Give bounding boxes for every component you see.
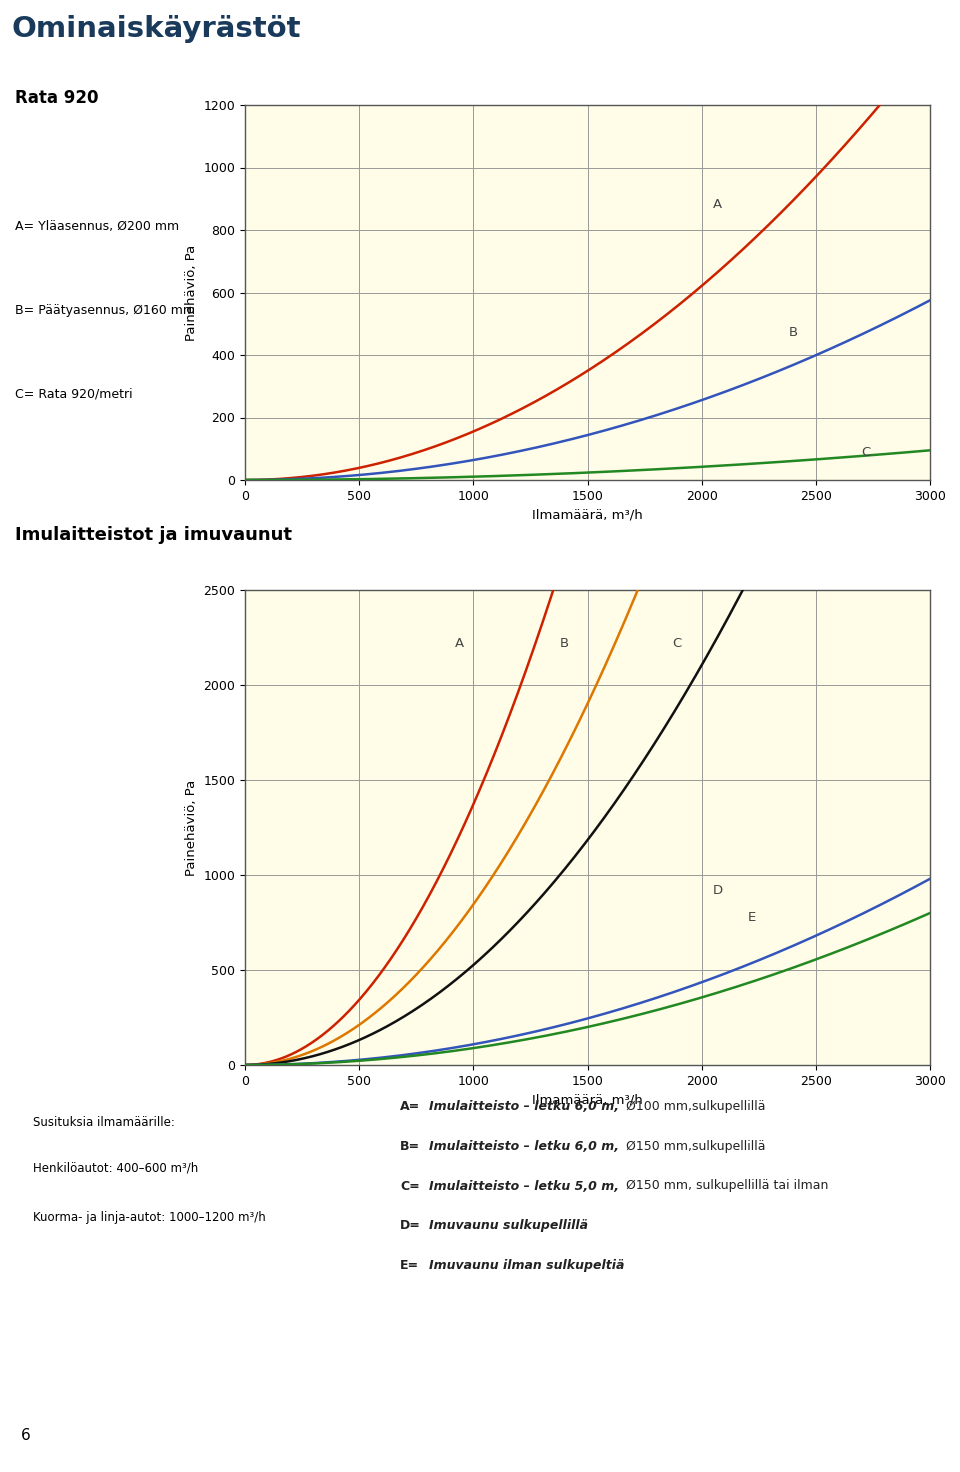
Text: Imulaitteisto – letku 5,0 m,: Imulaitteisto – letku 5,0 m,: [429, 1179, 619, 1192]
Text: D: D: [713, 885, 723, 896]
Text: C=: C=: [400, 1179, 420, 1192]
Y-axis label: Painehäviö, Pa: Painehäviö, Pa: [185, 779, 198, 876]
Text: E=: E=: [400, 1260, 420, 1272]
Text: C: C: [672, 637, 682, 651]
Text: A: A: [455, 637, 465, 651]
Text: A: A: [713, 199, 722, 210]
Text: Imuvaunu sulkupellillä: Imuvaunu sulkupellillä: [429, 1219, 588, 1232]
Text: Kuorma- ja linja-autot: 1000–1200 m³/h: Kuorma- ja linja-autot: 1000–1200 m³/h: [33, 1210, 266, 1223]
Text: Ø150 mm, sulkupellillä tai ilman: Ø150 mm, sulkupellillä tai ilman: [622, 1179, 828, 1192]
Text: Ø150 mm,sulkupellillä: Ø150 mm,sulkupellillä: [622, 1139, 765, 1153]
Text: Imulaitteisto – letku 6,0 m,: Imulaitteisto – letku 6,0 m,: [429, 1139, 619, 1153]
Text: Imulaitteistot ja imuvaunut: Imulaitteistot ja imuvaunut: [15, 526, 292, 545]
X-axis label: Ilmamäärä, m³/h: Ilmamäärä, m³/h: [532, 508, 643, 521]
Text: Imuvaunu ilman sulkupeltiä: Imuvaunu ilman sulkupeltiä: [429, 1260, 625, 1272]
Text: A=: A=: [400, 1100, 420, 1113]
Text: Susituksia ilmamäärille:: Susituksia ilmamäärille:: [33, 1116, 175, 1129]
Text: Ominaiskäyrästöt: Ominaiskäyrästöt: [12, 15, 301, 43]
Text: D=: D=: [400, 1219, 420, 1232]
Text: B: B: [788, 327, 798, 339]
Y-axis label: Painehäviö, Pa: Painehäviö, Pa: [185, 244, 198, 340]
Text: A= Yläasennus, Ø200 mm: A= Yläasennus, Ø200 mm: [15, 219, 180, 233]
Text: B=: B=: [400, 1139, 420, 1153]
Text: Imulaitteisto – letku 6,0 m,: Imulaitteisto – letku 6,0 m,: [429, 1100, 619, 1113]
X-axis label: Ilmamäärä, m³/h: Ilmamäärä, m³/h: [532, 1094, 643, 1107]
Text: B: B: [560, 637, 569, 651]
Text: Rata 920: Rata 920: [15, 90, 99, 107]
Text: Ø100 mm,sulkupellillä: Ø100 mm,sulkupellillä: [622, 1100, 765, 1113]
Text: B= Päätyasennus, Ø160 mm: B= Päätyasennus, Ø160 mm: [15, 303, 195, 316]
Text: C: C: [861, 446, 871, 459]
Text: C= Rata 920/metri: C= Rata 920/metri: [15, 387, 132, 400]
Text: E: E: [747, 911, 756, 923]
Text: Henkilöautot: 400–600 m³/h: Henkilöautot: 400–600 m³/h: [33, 1161, 199, 1175]
Text: 6: 6: [21, 1428, 31, 1443]
